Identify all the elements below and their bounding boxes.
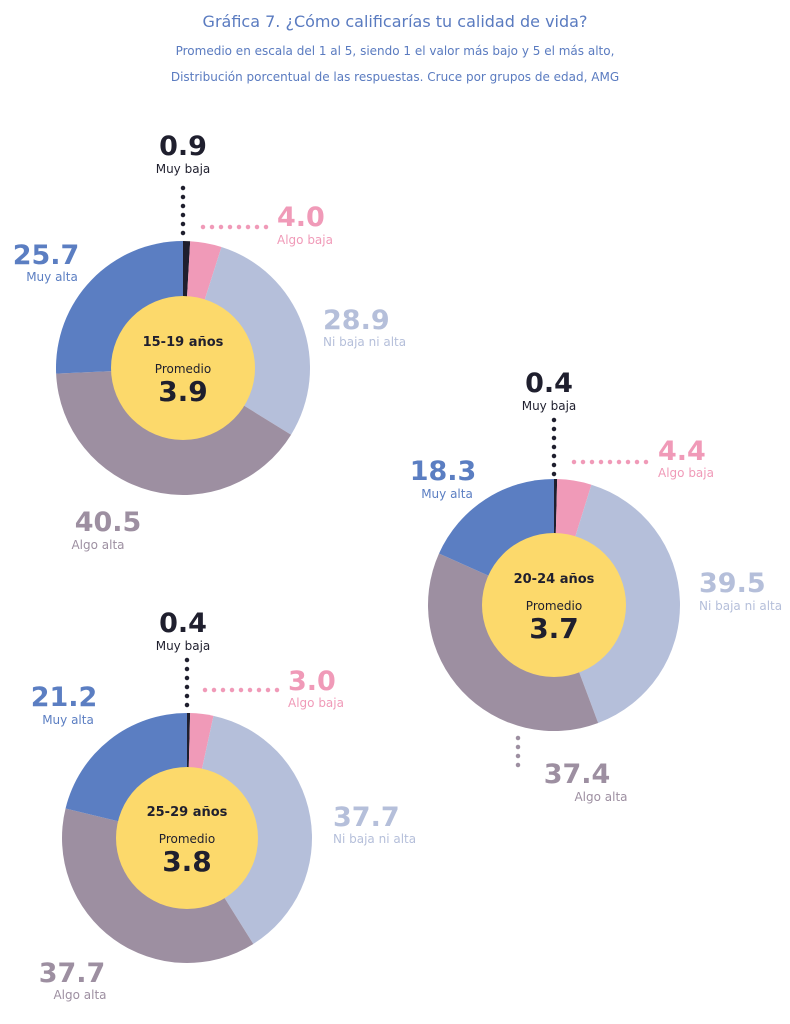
value-label-muy-alta: 25.7	[13, 240, 80, 271]
group-label: 15-19 años	[143, 335, 224, 350]
value-label-algo-baja: 3.0	[288, 666, 336, 697]
average-label: Promedio	[526, 599, 582, 613]
value-label-muy-alta: 21.2	[31, 682, 98, 713]
value-label-ni-baja-ni-alta: 39.5	[699, 568, 766, 599]
category-label-muy-alta: Muy alta	[42, 713, 94, 727]
category-label-algo-alta: Algo alta	[574, 790, 627, 804]
center-circle	[116, 767, 258, 909]
category-label-muy-alta: Muy alta	[26, 270, 78, 284]
value-label-algo-baja: 4.0	[277, 202, 325, 233]
center-circle	[482, 533, 626, 677]
category-label-ni-baja-ni-alta: Ni baja ni alta	[333, 832, 416, 846]
chart-subtitle-2: Distribución porcentual de las respuesta…	[170, 70, 620, 84]
value-label-algo-alta: 37.7	[39, 958, 106, 989]
value-label-algo-baja: 4.4	[658, 436, 706, 467]
category-label-muy-baja: Muy baja	[522, 399, 577, 413]
chart-title: Gráfica 7. ¿Cómo calificarías tu calidad…	[202, 12, 588, 31]
average-value: 3.9	[158, 375, 208, 408]
average-value: 3.8	[162, 845, 212, 878]
category-label-algo-baja: Algo baja	[658, 466, 714, 480]
category-label-ni-baja-ni-alta: Ni baja ni alta	[699, 599, 782, 613]
chart-subtitle-1: Promedio en escala del 1 al 5, siendo 1 …	[175, 44, 615, 58]
value-label-muy-alta: 18.3	[410, 456, 477, 487]
value-label-ni-baja-ni-alta: 37.7	[333, 802, 400, 833]
category-label-muy-baja: Muy baja	[156, 639, 211, 653]
average-label: Promedio	[155, 362, 211, 376]
donut-chart-3	[62, 713, 312, 963]
center-circle	[111, 296, 255, 440]
category-label-algo-baja: Algo baja	[277, 233, 333, 247]
group-label: 20-24 años	[514, 572, 595, 587]
category-label-muy-alta: Muy alta	[421, 487, 473, 501]
category-label-algo-alta: Algo alta	[53, 988, 106, 1002]
category-label-muy-baja: Muy baja	[156, 162, 211, 176]
value-label-algo-alta: 37.4	[544, 759, 611, 790]
value-label-muy-baja: 0.4	[525, 368, 573, 399]
category-label-ni-baja-ni-alta: Ni baja ni alta	[323, 335, 406, 349]
group-label: 25-29 años	[147, 805, 228, 820]
value-label-muy-baja: 0.4	[159, 608, 207, 639]
value-label-ni-baja-ni-alta: 28.9	[323, 305, 390, 336]
donut-chart-2	[427, 479, 681, 732]
average-label: Promedio	[159, 832, 215, 846]
average-value: 3.7	[529, 612, 579, 645]
donut-chart-1	[55, 240, 311, 496]
value-label-muy-baja: 0.9	[159, 131, 207, 162]
category-label-algo-baja: Algo baja	[288, 696, 344, 710]
value-label-algo-alta: 40.5	[75, 507, 142, 538]
category-label-algo-alta: Algo alta	[71, 538, 124, 552]
